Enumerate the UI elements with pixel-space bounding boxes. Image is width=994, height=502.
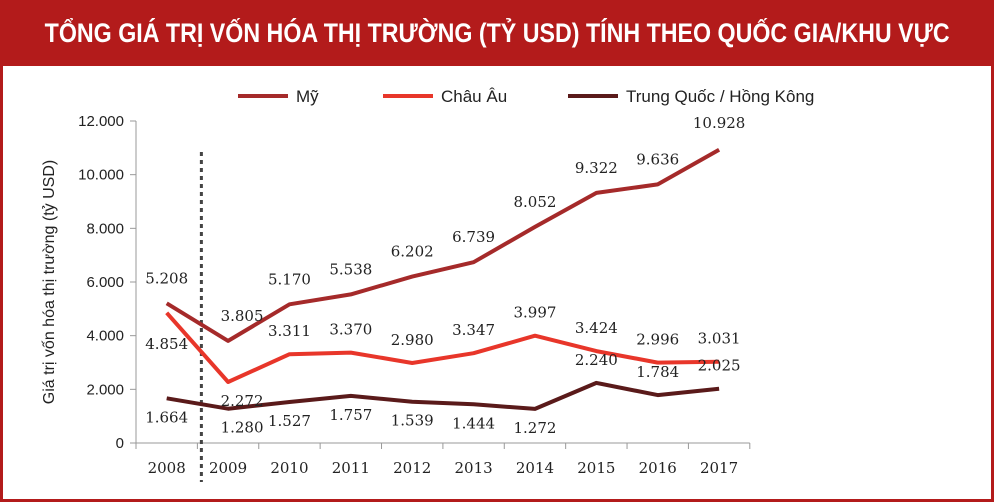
data-label: 3.031 <box>698 330 741 348</box>
y-tick-label: 12.000 <box>78 113 124 130</box>
legend-label-3: Trung Quốc / Hồng Kông <box>626 87 814 106</box>
data-label: 1.539 <box>391 412 434 430</box>
data-label: 1.784 <box>636 363 679 381</box>
data-label: 3.805 <box>221 307 264 325</box>
data-label: 4.854 <box>145 335 188 353</box>
series-line-2 <box>165 311 720 384</box>
data-label: 3.424 <box>575 319 618 337</box>
x-tick-label: 2012 <box>393 459 431 477</box>
series-line-3 <box>166 380 720 411</box>
data-label: 5.170 <box>268 270 311 288</box>
y-tick-label: 6.000 <box>86 274 124 291</box>
chart-title: TỔNG GIÁ TRỊ VỐN HÓA THỊ TRƯỜNG (TỶ USD)… <box>44 17 950 48</box>
data-label: 6.202 <box>391 243 434 261</box>
data-label: 3.370 <box>329 321 372 339</box>
data-label: 5.208 <box>145 269 188 287</box>
x-tick-label: 2009 <box>209 459 247 477</box>
data-label: 1.757 <box>329 406 372 424</box>
x-tick-label: 2015 <box>577 459 615 477</box>
y-tick-label: 10.000 <box>78 167 124 184</box>
data-label: 1.280 <box>221 419 264 437</box>
data-label: 2.996 <box>636 331 679 349</box>
data-label: 8.052 <box>513 193 556 211</box>
data-label: 9.636 <box>636 150 679 168</box>
data-label: 3.311 <box>268 322 311 340</box>
data-label: 6.739 <box>452 228 495 246</box>
x-tick-label: 2014 <box>516 459 554 477</box>
x-tick-label: 2008 <box>148 459 186 477</box>
x-tick-label: 2011 <box>332 459 370 477</box>
legend-label-2: Châu Âu <box>441 87 507 106</box>
y-tick-label: 0 <box>116 435 124 452</box>
data-label: 9.322 <box>575 159 618 177</box>
y-axis-label: Giá trị vốn hóa thị trường (tỷ USD) <box>41 160 58 404</box>
x-tick-label: 2010 <box>270 459 308 477</box>
data-label: 2.240 <box>575 351 618 369</box>
y-tick-label: 2.000 <box>86 381 124 398</box>
data-label: 1.664 <box>145 408 188 426</box>
data-label: 1.527 <box>268 412 311 430</box>
data-label: 1.444 <box>452 414 495 432</box>
data-label: 2.025 <box>698 357 741 375</box>
data-label: 3.997 <box>513 304 556 322</box>
data-label: 2.980 <box>391 331 434 349</box>
x-tick-label: 2017 <box>700 459 738 477</box>
title-banner: TỔNG GIÁ TRỊ VỐN HÓA THỊ TRƯỜNG (TỶ USD)… <box>0 0 994 66</box>
x-tick-label: 2016 <box>639 459 677 477</box>
y-tick-label: 8.000 <box>86 220 124 237</box>
y-tick-label: 4.000 <box>86 328 124 345</box>
data-label: 10.928 <box>693 114 746 132</box>
data-label: 5.538 <box>329 260 372 278</box>
series-line-1 <box>165 148 721 343</box>
x-tick-label: 2013 <box>454 459 492 477</box>
data-label: 2.272 <box>221 392 264 410</box>
data-label: 1.272 <box>513 419 556 437</box>
data-label: 3.347 <box>452 321 495 339</box>
legend-label-1: Mỹ <box>296 87 319 106</box>
